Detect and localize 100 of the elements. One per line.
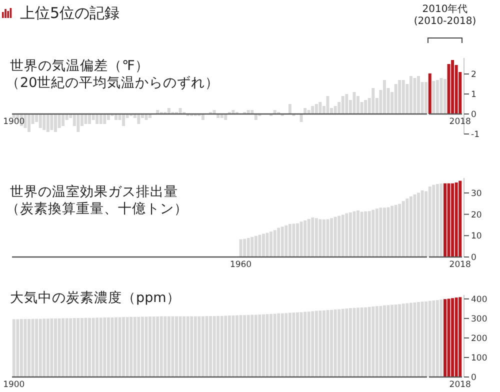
bar bbox=[341, 96, 344, 114]
bar bbox=[38, 114, 42, 128]
bar bbox=[118, 317, 122, 377]
bar bbox=[72, 318, 76, 377]
bar bbox=[300, 222, 303, 257]
bar bbox=[106, 114, 110, 120]
bar bbox=[300, 312, 303, 377]
bar bbox=[65, 318, 68, 377]
bar bbox=[167, 108, 170, 114]
bar bbox=[12, 319, 16, 377]
text: 2010年代 (2010-2018) bbox=[414, 3, 476, 27]
bar bbox=[160, 316, 163, 377]
bar bbox=[382, 80, 386, 114]
bar bbox=[304, 108, 307, 114]
y-tick-label: 10 bbox=[471, 232, 482, 242]
bar bbox=[292, 312, 296, 377]
bar bbox=[239, 315, 242, 377]
bar bbox=[262, 234, 265, 257]
x-tick-label: 1900 bbox=[3, 117, 25, 127]
bar bbox=[122, 317, 126, 377]
bar bbox=[164, 316, 167, 377]
bar bbox=[62, 114, 65, 126]
bar bbox=[270, 232, 273, 257]
bar bbox=[280, 226, 284, 257]
bar bbox=[42, 114, 46, 130]
bar bbox=[356, 96, 360, 114]
bar bbox=[311, 106, 314, 114]
bar bbox=[447, 64, 450, 114]
bar bbox=[137, 114, 140, 124]
bar bbox=[394, 84, 398, 114]
bar bbox=[334, 216, 337, 257]
bar bbox=[178, 316, 182, 377]
bar bbox=[386, 207, 390, 257]
y-tick-label: 1 bbox=[471, 90, 476, 100]
bar bbox=[280, 313, 284, 377]
bar bbox=[458, 180, 462, 257]
bar bbox=[398, 80, 402, 114]
bar bbox=[428, 73, 432, 114]
bar bbox=[246, 314, 250, 377]
y-tick-label: 200 bbox=[471, 334, 488, 344]
bar bbox=[106, 317, 110, 377]
bar bbox=[228, 316, 231, 377]
bar bbox=[236, 315, 238, 377]
bar bbox=[360, 307, 364, 377]
bar bbox=[386, 305, 390, 377]
bar bbox=[92, 318, 95, 377]
bar bbox=[122, 114, 126, 126]
bar bbox=[420, 190, 424, 257]
chart-title: 世界の気温偏差（℉） bbox=[10, 58, 149, 74]
bar bbox=[186, 316, 190, 377]
bar bbox=[318, 219, 322, 257]
bar bbox=[224, 114, 228, 120]
bar bbox=[447, 298, 450, 377]
bar bbox=[28, 114, 31, 132]
bar bbox=[28, 319, 31, 377]
text: 上位5位の記録 bbox=[20, 4, 120, 22]
bar bbox=[262, 314, 265, 377]
bar bbox=[232, 316, 235, 377]
bar bbox=[413, 194, 416, 257]
bar bbox=[443, 183, 446, 257]
x-tick-label: 2018 bbox=[449, 260, 471, 270]
bar bbox=[300, 114, 303, 122]
bar bbox=[209, 316, 212, 377]
y-tick-label: 0 bbox=[471, 110, 476, 120]
bar bbox=[318, 102, 322, 114]
bar bbox=[379, 208, 382, 257]
bar bbox=[304, 312, 307, 377]
bar bbox=[402, 80, 405, 114]
bar bbox=[69, 318, 72, 377]
bar bbox=[220, 316, 224, 377]
bar bbox=[352, 92, 356, 114]
bar bbox=[175, 316, 178, 377]
bar bbox=[417, 302, 420, 377]
bar bbox=[292, 224, 296, 257]
chart-title: 大気中の炭素濃度（ppm） bbox=[10, 290, 180, 306]
bar bbox=[413, 78, 416, 114]
bar bbox=[311, 311, 314, 377]
bar bbox=[198, 316, 201, 377]
bar bbox=[322, 219, 326, 257]
text: （20世紀の平均気温からのずれ） bbox=[6, 75, 220, 91]
text: （炭素換算重量、十億トン） bbox=[6, 201, 188, 217]
bar bbox=[296, 312, 299, 377]
bar bbox=[364, 307, 368, 377]
bar bbox=[76, 318, 80, 377]
x-tick-label: 2018 bbox=[449, 380, 471, 390]
bar bbox=[345, 308, 348, 377]
bar bbox=[394, 204, 398, 257]
bar bbox=[341, 308, 344, 377]
bar bbox=[96, 318, 99, 377]
bar bbox=[330, 218, 334, 257]
bar bbox=[341, 214, 344, 257]
bar bbox=[54, 318, 57, 377]
bar bbox=[284, 225, 288, 257]
bar bbox=[322, 310, 326, 377]
x-tick-label: 1900 bbox=[3, 380, 25, 390]
bar bbox=[114, 114, 118, 120]
bar bbox=[379, 306, 382, 377]
bar bbox=[348, 212, 352, 257]
bar bbox=[307, 312, 310, 377]
bar bbox=[454, 182, 458, 257]
